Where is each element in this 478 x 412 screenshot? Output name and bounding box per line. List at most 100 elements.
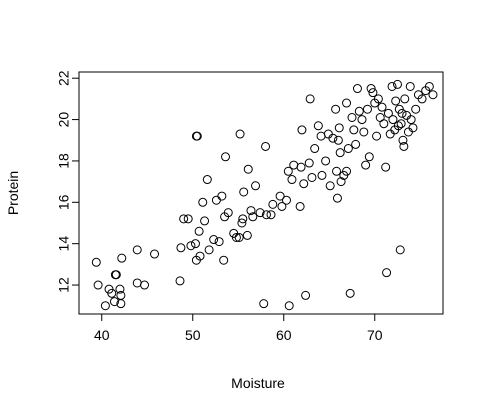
data-point — [301, 290, 311, 300]
data-point — [150, 249, 160, 259]
data-point — [235, 129, 245, 139]
data-point — [243, 164, 253, 174]
data-point — [391, 96, 401, 106]
data-point — [379, 119, 389, 129]
data-point — [332, 166, 342, 176]
data-point — [347, 113, 357, 123]
data-point — [186, 241, 196, 251]
data-point — [246, 206, 256, 216]
data-point — [368, 88, 378, 98]
data-point — [111, 270, 121, 280]
data-point — [336, 177, 346, 187]
data-point — [176, 243, 186, 253]
data-point — [275, 191, 285, 201]
data-point — [321, 156, 331, 166]
data-point — [116, 299, 126, 309]
data-points — [91, 79, 438, 311]
y-tick-label: 20 — [56, 112, 72, 128]
data-point — [214, 237, 224, 247]
data-point — [194, 226, 204, 236]
data-point — [132, 245, 142, 255]
data-point — [234, 232, 244, 242]
data-point — [248, 212, 258, 222]
data-point — [202, 175, 212, 185]
data-point — [100, 301, 110, 311]
data-point — [132, 278, 142, 288]
data-point — [91, 257, 101, 267]
y-tick-label: 12 — [56, 277, 72, 293]
data-point — [175, 276, 185, 286]
y-tick-label: 16 — [56, 194, 72, 210]
data-point — [398, 135, 408, 145]
data-point — [117, 253, 127, 263]
data-point — [342, 98, 352, 108]
data-point — [372, 131, 382, 141]
data-point — [239, 187, 249, 197]
data-point — [115, 284, 125, 294]
data-point — [251, 181, 261, 191]
x-tick-label: 40 — [94, 327, 110, 343]
data-point — [140, 280, 150, 290]
data-point — [361, 160, 371, 170]
data-point — [219, 255, 229, 265]
data-point — [221, 152, 231, 162]
data-point — [204, 245, 214, 255]
data-point — [357, 115, 367, 125]
data-point — [304, 158, 314, 168]
x-axis-label: Moisture — [231, 375, 285, 391]
data-point — [211, 195, 221, 205]
data-point — [399, 141, 409, 151]
data-point — [428, 90, 438, 100]
data-point — [242, 230, 252, 240]
data-point — [283, 166, 293, 176]
data-point — [354, 106, 364, 116]
data-point — [408, 123, 418, 133]
data-point — [345, 288, 355, 298]
data-point — [287, 175, 297, 185]
data-point — [364, 152, 374, 162]
data-point — [305, 94, 315, 104]
data-point — [107, 288, 117, 298]
data-point — [387, 81, 397, 91]
data-point — [359, 127, 369, 137]
data-point — [200, 216, 210, 226]
x-tick-label: 60 — [276, 327, 292, 343]
data-point — [195, 251, 205, 261]
data-point — [297, 125, 307, 135]
data-point — [388, 115, 398, 125]
data-point — [183, 214, 193, 224]
data-point — [411, 104, 421, 114]
data-point — [333, 135, 343, 145]
y-axis: 12 14 16 18 20 22 — [56, 70, 80, 293]
data-point — [255, 208, 265, 218]
data-point — [366, 84, 376, 94]
data-point — [397, 108, 407, 118]
data-point — [261, 210, 271, 220]
data-point — [284, 301, 294, 311]
data-point — [351, 139, 361, 149]
data-point — [209, 235, 219, 245]
data-point — [331, 104, 341, 114]
data-point — [343, 144, 353, 154]
data-point — [325, 181, 335, 191]
data-point — [296, 162, 306, 172]
data-point — [179, 214, 189, 224]
data-point — [237, 218, 247, 228]
data-point — [93, 280, 103, 290]
data-point — [417, 94, 427, 104]
data-point — [383, 108, 393, 118]
data-point — [313, 121, 323, 131]
data-point — [328, 133, 338, 143]
data-point — [192, 131, 202, 141]
data-point — [261, 141, 271, 151]
data-point — [335, 148, 345, 158]
data-point — [281, 195, 291, 205]
data-point — [405, 81, 415, 91]
data-point — [299, 179, 309, 189]
data-point — [342, 166, 352, 176]
data-point — [198, 197, 208, 207]
data-point — [310, 144, 320, 154]
data-point — [382, 268, 392, 278]
x-axis: 40 50 60 70 — [94, 313, 383, 343]
